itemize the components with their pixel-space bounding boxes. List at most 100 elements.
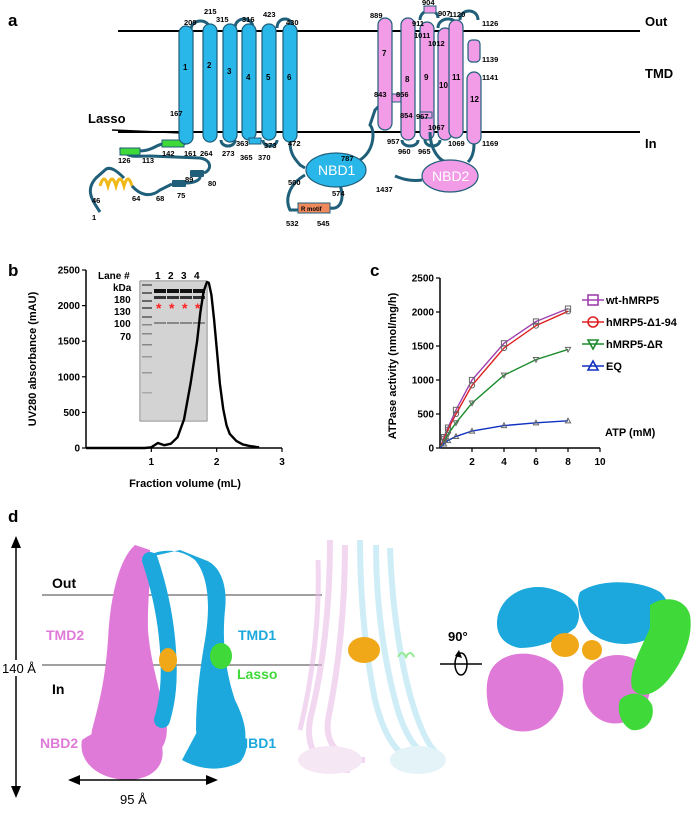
residue-264: 264 [200,149,213,158]
band-lane-3-top [180,289,192,293]
cryo-em-density-map [81,545,247,780]
kda-label: kDa [113,283,132,294]
marker-180: 180 [114,295,131,306]
x-tick-label: 6 [533,457,539,468]
tmd2-helices: 7 8 9 10 11 12 [377,5,482,148]
residue-545: 545 [317,219,330,228]
height-arrow-bottom [11,786,21,798]
out-label-d: Out [52,575,76,591]
residue-1437: 1437 [376,185,393,194]
in-label: In [645,136,657,151]
residue-315: 315 [216,15,229,24]
lasso-label: Lasso [88,111,126,126]
top-ligand-left [551,633,579,657]
tmd1-density [145,550,246,756]
residue-113: 113 [142,156,154,165]
tm-label-3: 3 [227,67,232,76]
helix-tm6 [282,23,298,143]
lasso-pointer-line [111,129,183,134]
y-tick-label: 500 [63,408,80,419]
rotation-arrowhead [455,650,462,658]
residue-373: 373 [264,141,277,150]
star-lane-4: * [195,300,201,316]
marker-130: 130 [114,307,131,318]
data-point [452,432,460,440]
y-tick-label: 2500 [58,266,81,277]
in-label-d: In [52,681,64,697]
ladder-band [142,372,152,374]
series-line [440,420,569,449]
loop-500-532 [286,173,306,212]
gel-inset: * * * * Lane # 1 2 3 4 kDa 180 130 100 7… [98,271,208,422]
lasso-helix-1 [119,147,141,156]
residue-889: 889 [370,11,383,20]
lasso-yellow-helix [98,177,134,192]
lane-1: 1 [155,271,161,282]
nbd1-domain [305,152,367,188]
residue-363: 363 [236,139,249,148]
residue-370: 370 [258,153,271,162]
panel-c-y-ticks: 0 500 1000 1500 2000 2500 [412,274,440,455]
lasso-label-d: Lasso [237,666,277,682]
series-line [440,310,569,449]
y-tick-label: 1000 [412,376,435,387]
loop-363-373 [261,139,279,148]
loop-113-142 [139,142,163,153]
width-arrow [68,775,218,785]
ladder-band [142,300,152,302]
ladder-band [142,307,152,309]
residue-967: 967 [416,112,429,121]
helix-tm8 [400,17,416,141]
top-tmd1-right [578,582,669,644]
lane-2: 2 [168,271,174,282]
residue-1012: 1012 [428,39,445,48]
ligand-density [159,648,177,672]
r-motif-label: R motif [301,207,323,213]
star-lane-2: * [169,300,175,316]
panel-b-letter: b [8,261,18,280]
residue-316: 316 [242,15,255,24]
data-point [532,318,540,325]
residue-904: 904 [422,0,435,7]
nbd1-label-d: NBD1 [238,735,276,751]
data-point [532,419,540,426]
data-point [468,382,476,389]
tmd1-label: TMD1 [238,627,276,643]
data-point [500,372,508,379]
data-point [444,436,452,444]
height-label: 140 Å [2,661,36,676]
tm-label-7: 7 [382,49,387,58]
data-point [532,357,540,364]
residue-1067: 1067 [428,123,445,132]
loop-787-843 [359,93,393,162]
residue-1126: 1126 [482,19,498,28]
data-point [564,305,572,312]
residue-574: 574 [332,189,345,198]
top-view-density [486,582,691,732]
helix-904-907 [423,5,437,14]
top-lasso [631,599,691,695]
tm-label-4: 4 [246,73,251,82]
band-lane-1-mid [154,296,166,299]
legend-label: wt-hMRP5 [605,295,659,307]
tm-label-10: 10 [439,81,448,90]
residue-532: 532 [286,219,299,228]
residue-209: 209 [184,18,197,27]
data-point [587,316,599,328]
loop-957-965 [400,139,420,148]
residue-960: 960 [398,147,411,156]
nbd1-density [182,728,247,769]
rotation-symbol [440,650,482,676]
loop-1169-nbd2 [466,143,476,164]
legend-label: hMRP5-ΔR [606,339,663,351]
residue-75: 75 [177,191,185,200]
residue-1011: 1011 [414,31,430,40]
n-terminal-loop [88,166,126,213]
residue-907: 907 [438,9,451,18]
helix-tm2 [202,23,218,143]
data-point [452,420,460,427]
residue-215: 215 [204,7,217,16]
tm-label-1: 1 [183,63,188,72]
nbd2-domain [421,159,479,193]
